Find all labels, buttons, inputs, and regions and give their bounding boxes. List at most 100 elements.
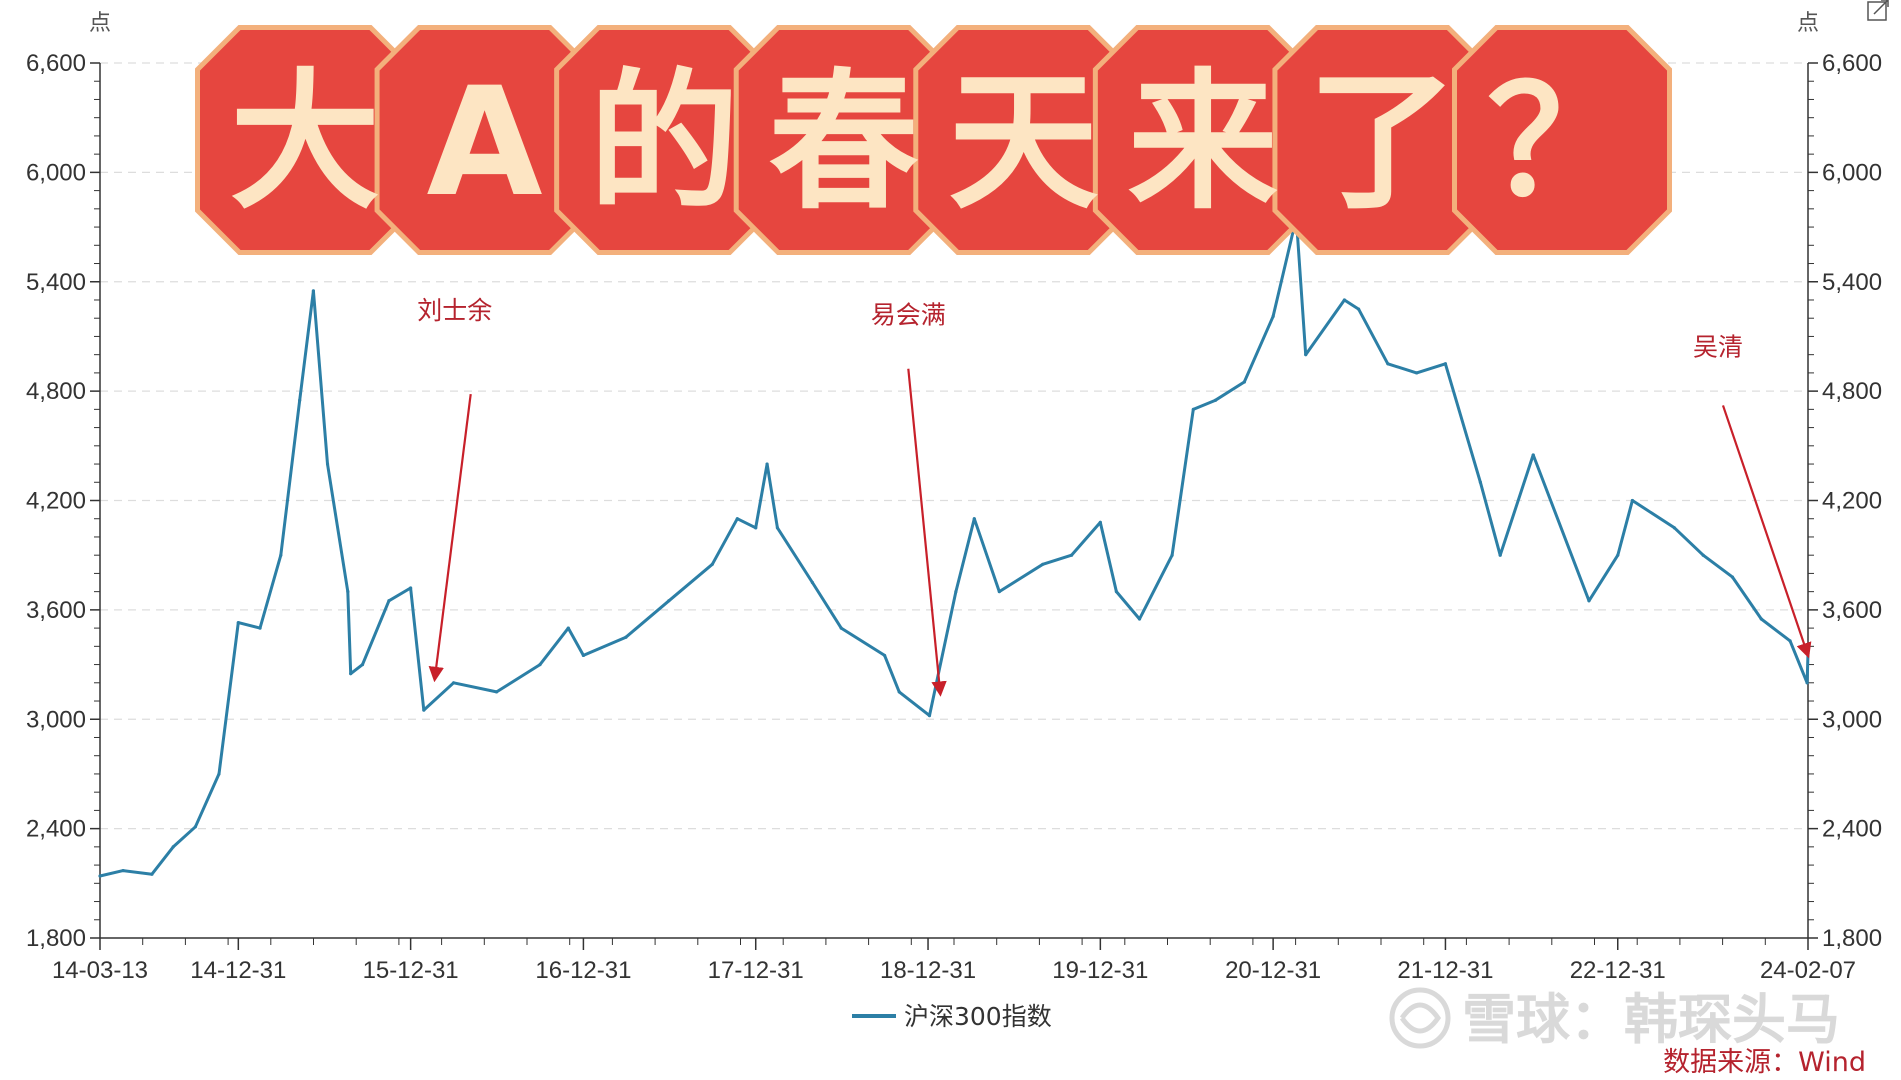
series-point xyxy=(298,398,302,402)
series-point xyxy=(624,635,628,639)
banner-char: ？ xyxy=(1487,56,1637,230)
annotation-label: 刘士余 xyxy=(417,296,492,325)
series-points xyxy=(98,216,1810,878)
y-tick-label-right: 2,400 xyxy=(1822,816,1882,843)
series-point xyxy=(98,874,102,878)
y-tick-label-right: 4,200 xyxy=(1822,488,1882,515)
annotation-label: 易会满 xyxy=(871,301,946,330)
series-point xyxy=(897,690,901,694)
banner-tile xyxy=(554,25,775,255)
y-tick-label-left: 2,400 xyxy=(26,816,86,843)
legend[interactable]: 沪深300指数 xyxy=(852,1002,1052,1031)
series-point xyxy=(1170,553,1174,557)
tick-labels: 1,800 1,800 2,400 2,400 3,000 3,000 3,600 3,600… xyxy=(26,50,1882,984)
series-point xyxy=(1213,398,1218,402)
annotation-label: 吴清 xyxy=(1693,332,1743,361)
series-point xyxy=(1114,590,1118,594)
series-point xyxy=(883,653,887,658)
series-point xyxy=(754,526,758,530)
y-tick-label-right: 5,400 xyxy=(1822,269,1882,296)
series-point xyxy=(1242,380,1246,384)
x-tick-label: 15-12-31 xyxy=(363,957,459,984)
y-tick-label-left: 1,800 xyxy=(26,925,86,952)
x-tick-label: 21-12-31 xyxy=(1397,957,1493,984)
series-point xyxy=(236,621,240,625)
series-point xyxy=(775,526,780,530)
series-point xyxy=(1805,681,1809,685)
external-link-icon[interactable] xyxy=(1867,0,1889,21)
series-point xyxy=(1616,553,1620,557)
series-point xyxy=(150,872,154,876)
banner-tile xyxy=(1272,25,1493,255)
series-point xyxy=(1788,639,1792,643)
y-tick-label-left: 5,400 xyxy=(26,269,86,296)
series-point xyxy=(810,580,814,585)
banner-tile xyxy=(913,25,1134,255)
banner-char: 的 xyxy=(589,56,739,230)
series-point xyxy=(954,590,958,594)
series-point xyxy=(387,599,391,603)
title-banner: 大 A 的春天来了？ xyxy=(195,25,1672,255)
series-point xyxy=(422,708,426,712)
series-point xyxy=(217,772,221,776)
x-tick-label: 17-12-31 xyxy=(708,957,804,984)
y-tick-label-left: 4,200 xyxy=(26,488,86,515)
series-point xyxy=(349,672,353,676)
y-tick-label-right: 3,600 xyxy=(1822,597,1882,624)
series-point xyxy=(494,690,499,694)
series-point xyxy=(1069,553,1074,557)
series-point xyxy=(258,626,262,630)
y-tick-label-right: 4,800 xyxy=(1822,378,1882,405)
x-tick-label: 19-12-31 xyxy=(1052,957,1148,984)
series-point xyxy=(451,681,456,685)
series-line-hs300 xyxy=(99,216,1810,878)
series-point xyxy=(279,553,283,557)
series-point xyxy=(346,590,350,594)
banner-tile xyxy=(195,25,415,255)
series-point xyxy=(735,517,739,521)
banner-char: 春 xyxy=(769,56,919,230)
y-tick-label-right: 1,800 xyxy=(1822,925,1882,952)
banner-char: 大 xyxy=(230,56,380,230)
banner-char: 来 xyxy=(1128,56,1278,230)
series-point xyxy=(581,653,586,658)
series-point xyxy=(1271,314,1275,318)
y-tick-label-left: 4,800 xyxy=(26,378,86,405)
y-tick-label-right: 6,000 xyxy=(1822,159,1882,186)
banner-tile xyxy=(1452,25,1672,255)
series-point xyxy=(839,626,843,630)
series-point xyxy=(311,289,315,293)
series-point xyxy=(1498,553,1502,557)
y-tick-label-left: 3,600 xyxy=(26,597,86,624)
series-point xyxy=(1730,575,1735,579)
series-point xyxy=(1672,526,1677,530)
series-point xyxy=(1356,307,1361,311)
annotation-arrow xyxy=(428,394,472,683)
y-tick-label-right: 3,000 xyxy=(1822,706,1882,733)
series-point xyxy=(1478,480,1482,484)
x-tick-label: 24-02-07 xyxy=(1760,957,1856,984)
series-point xyxy=(1342,298,1347,302)
series-point xyxy=(566,626,570,630)
data-source: 数据来源：Wind xyxy=(1663,1047,1866,1078)
y-tick-label-left: 3,000 xyxy=(26,706,86,733)
x-tick-label: 18-12-31 xyxy=(880,957,976,984)
series-point xyxy=(972,517,976,521)
series-point xyxy=(1587,599,1591,603)
y-tick-label-right: 6,600 xyxy=(1822,50,1882,77)
watermark: 雪球：韩琛头马 xyxy=(1389,987,1840,1051)
x-tick-label: 14-03-13 xyxy=(52,957,148,984)
series-point xyxy=(121,868,125,873)
series-point xyxy=(1041,562,1045,566)
banner-char: 了 xyxy=(1307,56,1457,230)
series-point xyxy=(1759,617,1763,621)
watermark-text: 雪球：韩琛头马 xyxy=(1462,988,1840,1051)
x-tick-label: 16-12-31 xyxy=(535,957,631,984)
series-point xyxy=(1415,371,1419,375)
series-point xyxy=(1137,617,1142,621)
banner-tile xyxy=(1092,25,1313,255)
series-point xyxy=(1386,362,1390,366)
banner-char: 天 xyxy=(948,56,1098,230)
